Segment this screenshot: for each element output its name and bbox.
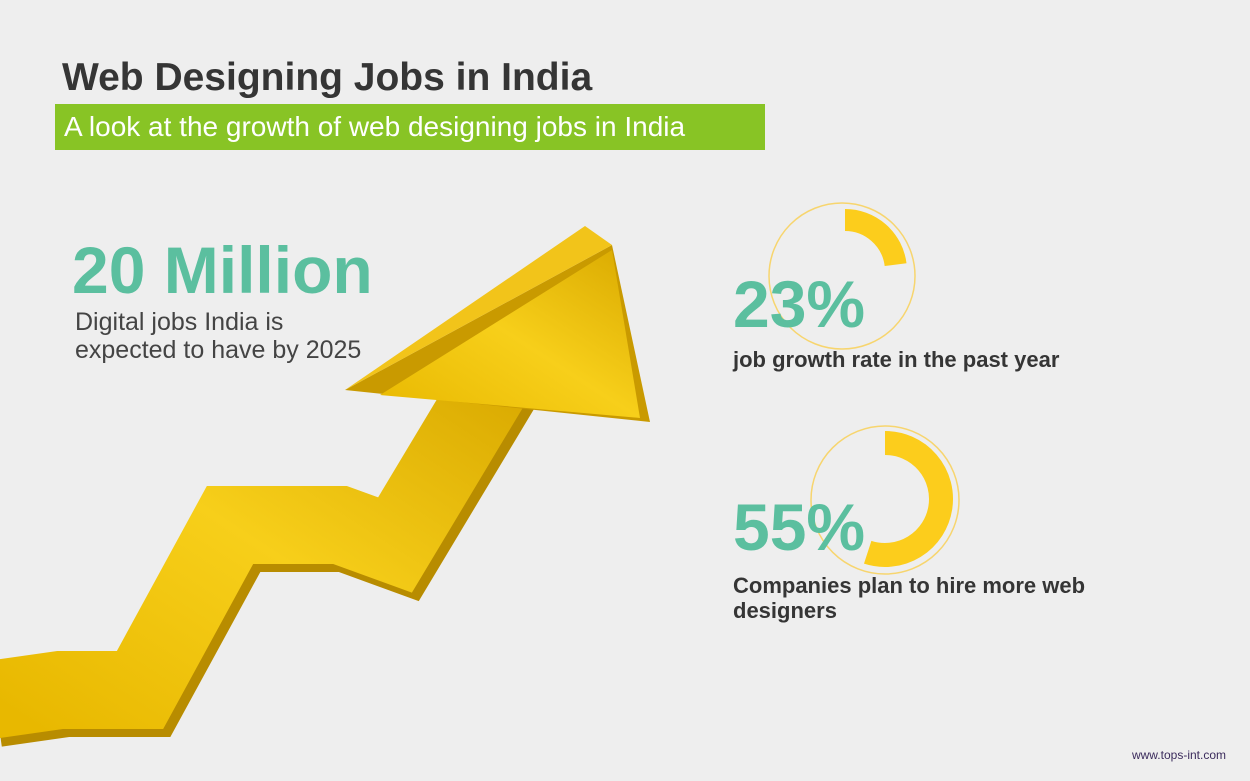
stat-label: 23% bbox=[733, 267, 866, 341]
subtitle: A look at the growth of web designing jo… bbox=[55, 104, 765, 150]
ring-arc bbox=[844, 209, 907, 267]
footer-url: www.tops-int.com bbox=[1131, 748, 1226, 762]
stat-text: job growth rate in the past year bbox=[733, 347, 1060, 372]
title: Web Designing Jobs in India bbox=[62, 56, 593, 99]
ring-outline bbox=[768, 202, 916, 350]
growth-arrow bbox=[0, 226, 650, 747]
ring-arc bbox=[864, 431, 953, 567]
stat-text: Companies plan to hire more web designer… bbox=[733, 573, 1086, 623]
highlight-text: Digital jobs India is expected to have b… bbox=[75, 308, 362, 364]
highlight-figure: 20 Million bbox=[72, 233, 373, 307]
stat-label: 55% bbox=[733, 490, 866, 564]
ring-outline bbox=[810, 425, 960, 575]
